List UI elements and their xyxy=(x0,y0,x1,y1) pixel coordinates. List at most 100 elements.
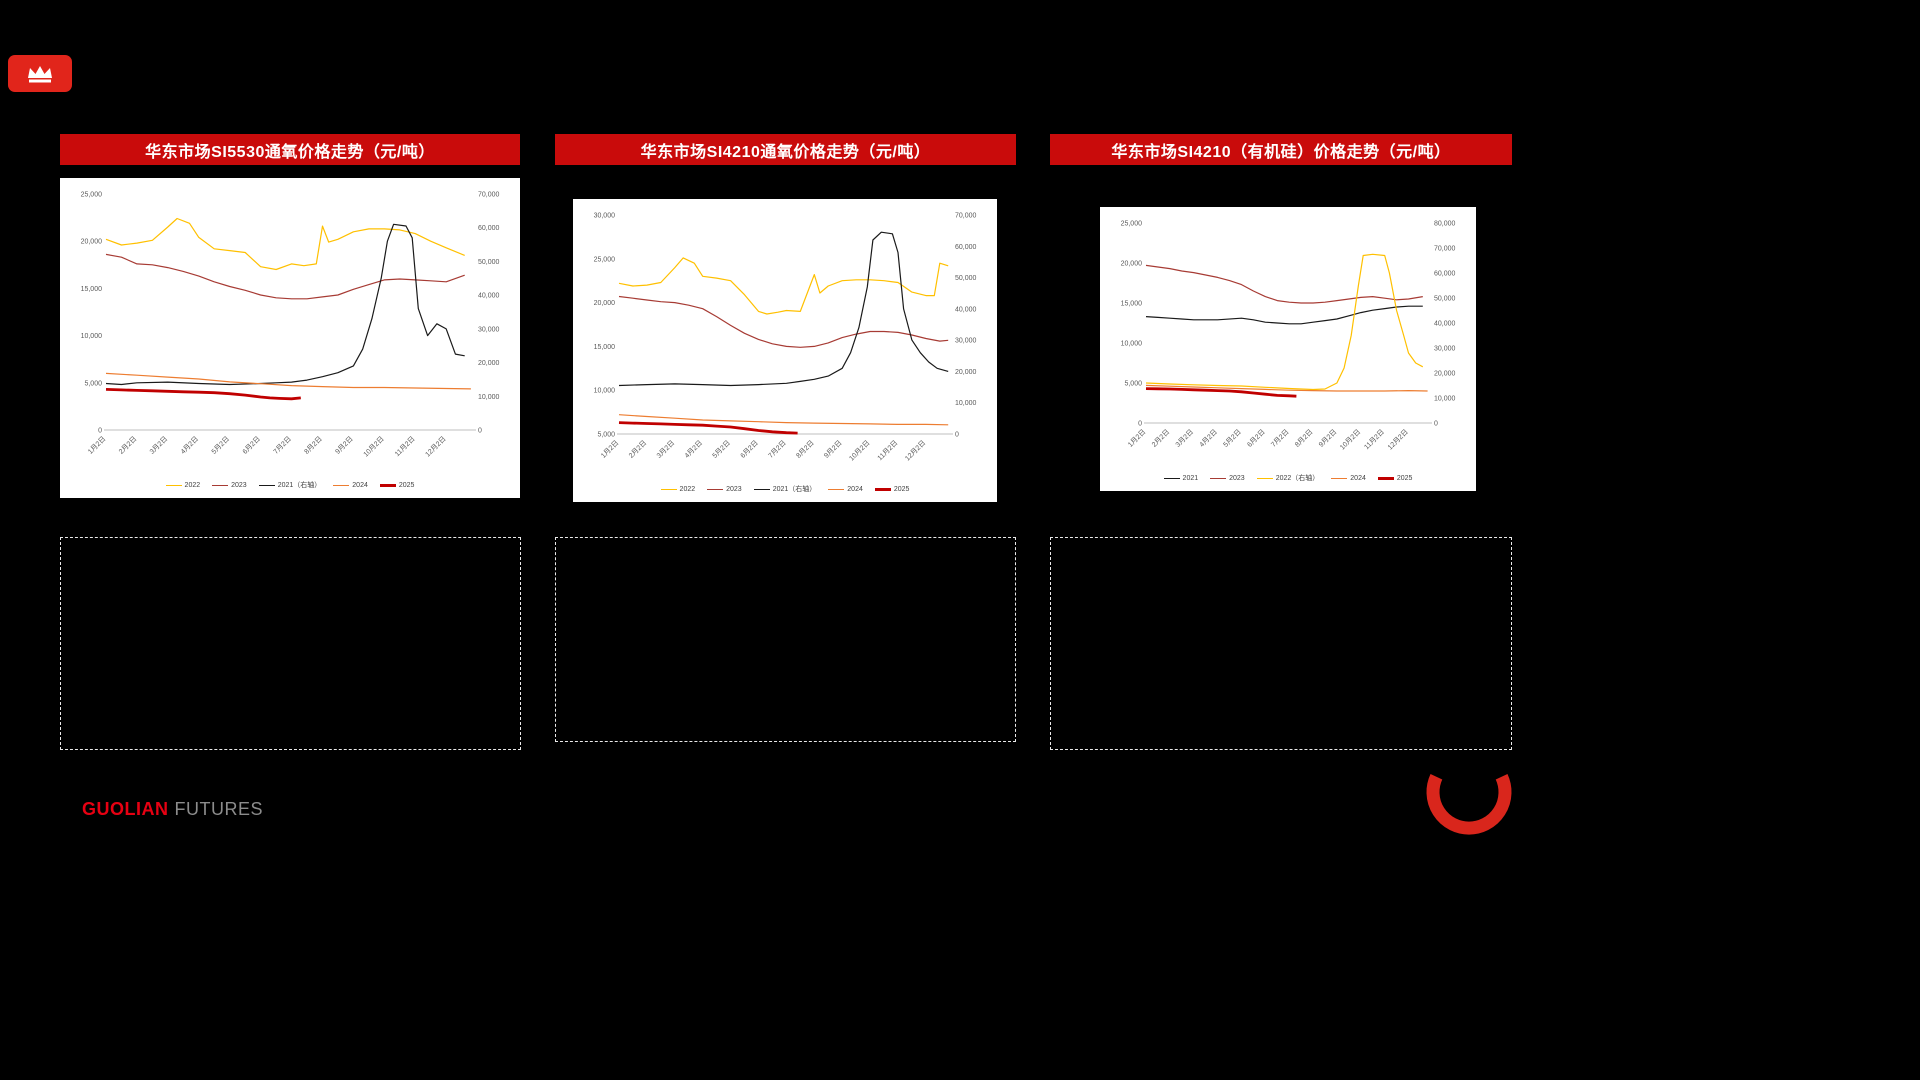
legend-swatch xyxy=(707,488,724,490)
x-axis-label: 2月2日 xyxy=(117,435,138,456)
legend-item: 2023 xyxy=(1210,475,1245,482)
axis-tick-label: 50,000 xyxy=(955,275,977,282)
chart-panel-si4210-organic: 0 5,000 10,000 15,000 20,000 25,000 0 10,000 20,… xyxy=(1100,207,1476,491)
chart-title-si4210: 华东市场SI4210通氧价格走势（元/吨） xyxy=(555,134,1016,165)
guolian-logo-arc xyxy=(1422,752,1517,845)
chart-title-si5530: 华东市场SI5530通氧价格走势（元/吨） xyxy=(60,134,520,165)
axis-tick-label: 5,000 xyxy=(1124,381,1142,388)
legend-swatch xyxy=(1256,477,1273,479)
legend-label: 2022 xyxy=(184,481,201,489)
legend-swatch xyxy=(660,488,677,490)
legend-label: 2023 xyxy=(726,485,742,493)
legend-swatch xyxy=(1163,477,1180,479)
chart-title-text: 华东市场SI4210（有机硅）价格走势（元/吨） xyxy=(1111,143,1451,161)
legend-swatch xyxy=(828,488,845,490)
chart-plot: 0 5,000 10,000 15,000 20,000 25,000 0 10,000 20,… xyxy=(1100,207,1476,467)
axis-tick-label: 0 xyxy=(478,428,482,435)
legend-label: 2023 xyxy=(1229,474,1245,482)
chart-plot: 0 5,000 10,000 15,000 20,000 25,000 0 10,000 20,… xyxy=(60,178,520,474)
series-line-2025 xyxy=(618,421,798,435)
legend-label: 2022 xyxy=(679,485,696,493)
x-axis-label: 7月2日 xyxy=(767,439,788,460)
legend-label: 2025 xyxy=(893,485,910,493)
chart-title-si4210-organic: 华东市场SI4210（有机硅）价格走势（元/吨） xyxy=(1050,134,1512,165)
axis-tick-label: 25,000 xyxy=(594,256,616,263)
axis-tick-label: 10,000 xyxy=(81,333,103,340)
legend-item: 2025 xyxy=(1377,474,1413,482)
legend-item: 2021（右轴） xyxy=(258,480,321,490)
x-axis-label: 5月2日 xyxy=(210,435,231,456)
legend-label: 2021（右轴） xyxy=(772,486,817,493)
legend-swatch xyxy=(212,484,229,486)
x-axis-label: 2月2日 xyxy=(627,439,648,460)
brand-futures: FUTURES xyxy=(174,799,263,819)
legend-swatch xyxy=(753,488,770,490)
notes-placeholder-2 xyxy=(555,537,1016,742)
chart-title-text: 华东市场SI5530通氧价格走势（元/吨） xyxy=(145,143,435,161)
axis-tick-label: 0 xyxy=(1138,421,1142,428)
axis-tick-label: 10,000 xyxy=(594,388,616,395)
series-line-2021 xyxy=(1145,305,1423,325)
legend-swatch xyxy=(1331,477,1348,479)
x-axis-label: 5月2日 xyxy=(1222,428,1243,449)
chart-panel-si4210: 5,000 10,000 15,000 20,000 25,000 30,000 0 10,0… xyxy=(573,199,997,502)
crown-badge xyxy=(8,55,72,92)
legend-label: 2024 xyxy=(847,485,863,493)
legend-label: 2024 xyxy=(1350,474,1366,482)
series-line-2021（右轴） xyxy=(105,223,465,386)
axis-tick-label: 15,000 xyxy=(1121,301,1143,308)
x-axis-label: 3月2日 xyxy=(1174,428,1195,449)
series-line-2022 xyxy=(618,257,949,315)
legend-swatch xyxy=(1210,477,1227,479)
axis-tick-label: 30,000 xyxy=(955,338,977,345)
arc-icon xyxy=(1426,774,1512,835)
chart-legend: 2022 2023 2021（右轴） 2024 2025 xyxy=(60,480,520,490)
legend-item: 2025 xyxy=(379,482,414,489)
chart-title-text: 华东市场SI4210通氧价格走势（元/吨） xyxy=(640,143,931,161)
axis-tick-label: 20,000 xyxy=(1121,261,1143,268)
axis-tick-label: 10,000 xyxy=(955,400,977,407)
x-axis-label: 7月2日 xyxy=(272,435,293,456)
legend-label: 2025 xyxy=(1396,474,1413,482)
axis-tick-label: 20,000 xyxy=(478,360,500,367)
legend-label: 2024 xyxy=(352,481,368,489)
axis-tick-label: 70,000 xyxy=(478,192,500,199)
axis-tick-label: 0 xyxy=(98,428,102,435)
chart-plot: 5,000 10,000 15,000 20,000 25,000 30,000 0 10,0… xyxy=(573,199,997,478)
axis-tick-label: 60,000 xyxy=(1434,271,1456,278)
axis-tick-label: 70,000 xyxy=(1434,246,1456,253)
series-line-2024 xyxy=(618,414,949,426)
legend-swatch xyxy=(165,484,182,486)
x-axis-label: 7月2日 xyxy=(1270,428,1291,449)
legend-swatch xyxy=(258,484,275,486)
chart-canvas: 0 5,000 10,000 15,000 20,000 25,000 0 10,000 20,… xyxy=(81,192,500,459)
axis-tick-label: 60,000 xyxy=(478,225,500,232)
series-line-2022（右轴） xyxy=(1145,253,1424,391)
x-axis-label: 9月2日 xyxy=(1317,428,1338,449)
axis-tick-label: 30,000 xyxy=(594,213,616,220)
x-axis-label: 6月2日 xyxy=(739,439,760,460)
legend-label: 2021 xyxy=(1182,474,1199,482)
x-axis-label: 10月2日 xyxy=(848,439,872,463)
x-axis-label: 11月2日 xyxy=(876,439,899,462)
x-axis-label: 3月2日 xyxy=(148,435,169,456)
axis-tick-label: 10,000 xyxy=(1434,396,1456,403)
axis-tick-label: 50,000 xyxy=(1434,296,1456,303)
axis-tick-label: 40,000 xyxy=(955,306,977,313)
chart-panel-si5530: 0 5,000 10,000 15,000 20,000 25,000 0 10,000 20,… xyxy=(60,178,520,498)
series-line-2023 xyxy=(618,295,949,348)
axis-tick-label: 20,000 xyxy=(81,239,103,246)
legend-item: 2025 xyxy=(874,485,910,493)
axis-tick-label: 20,000 xyxy=(594,300,616,307)
legend-item: 2023 xyxy=(707,486,742,493)
legend-swatch xyxy=(333,484,350,486)
axis-tick-label: 20,000 xyxy=(955,369,977,376)
axis-tick-label: 25,000 xyxy=(1121,221,1143,228)
series-line-2025 xyxy=(1145,387,1297,398)
x-axis-label: 4月2日 xyxy=(179,435,200,456)
legend-item: 2021 xyxy=(1163,474,1199,482)
legend-swatch xyxy=(379,483,396,487)
axis-tick-label: 70,000 xyxy=(955,213,977,220)
x-axis-label: 1月2日 xyxy=(86,435,107,456)
legend-label: 2022（右轴） xyxy=(1275,475,1320,482)
